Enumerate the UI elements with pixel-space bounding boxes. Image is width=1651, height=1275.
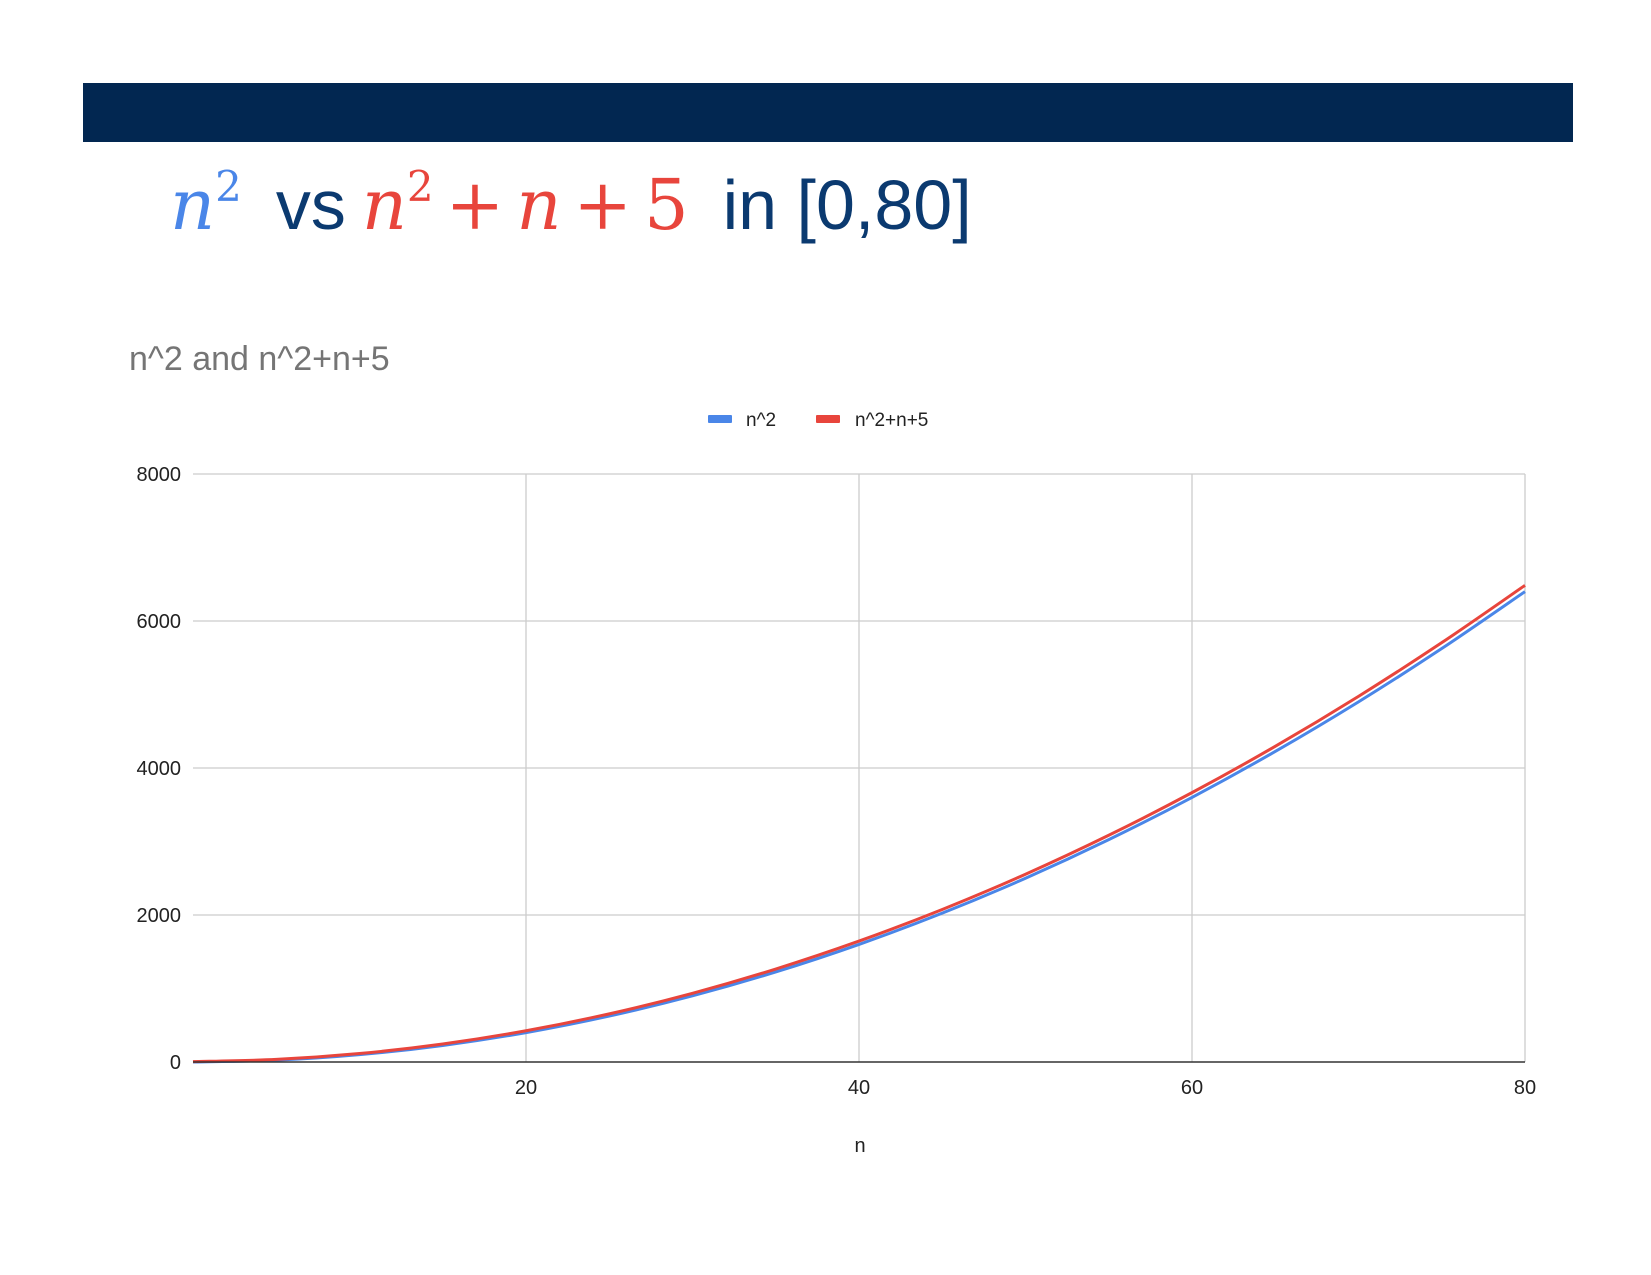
- y-tick-label: 4000: [137, 758, 182, 780]
- y-tick-label: 6000: [137, 611, 182, 633]
- math-n-squared: n2: [170, 162, 242, 246]
- chart-legend: n^2 n^2+n+5: [708, 410, 928, 431]
- legend-label: n^2: [746, 410, 776, 431]
- header-bar: [83, 83, 1573, 142]
- x-tick-label: 80: [1514, 1077, 1536, 1099]
- chart-grid: [193, 473, 1526, 1062]
- x-tick-label: 60: [1181, 1077, 1203, 1099]
- title-vs: vs: [275, 166, 346, 244]
- x-tick-label: 20: [515, 1077, 537, 1099]
- series-line-n^2+n+5: [192, 584, 1526, 1064]
- legend-swatch: [708, 415, 732, 423]
- chart-axes: 0 2000 4000 6000 8000 20 40 60 80: [137, 464, 1537, 1099]
- x-axis-label: n: [854, 1135, 865, 1157]
- chart-title: n^2 and n^2+n+5: [129, 340, 390, 378]
- legend-swatch: [816, 415, 840, 423]
- legend-label: n^2+n+5: [855, 410, 928, 431]
- y-tick-label: 2000: [137, 905, 182, 927]
- title-range: in [0,80]: [722, 166, 972, 244]
- y-tick-label: 0: [170, 1052, 181, 1074]
- chart-series: [192, 584, 1526, 1064]
- x-tick-label: 40: [848, 1077, 870, 1099]
- y-tick-label: 8000: [137, 464, 182, 486]
- math-n-squared-plus-n-plus-5: n2 + n +5: [361, 162, 689, 246]
- slide-title: n2 vs n2 + n +5 in [0,80]: [170, 160, 972, 250]
